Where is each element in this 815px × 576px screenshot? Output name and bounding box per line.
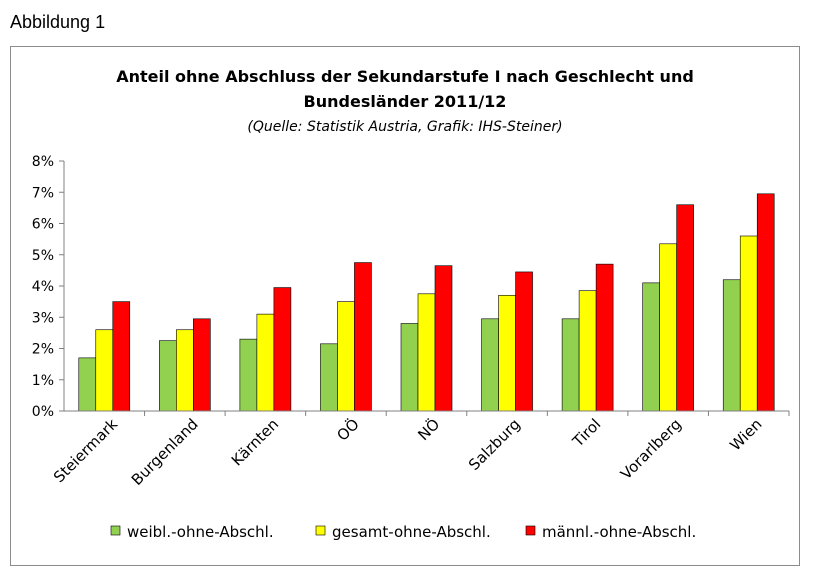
y-tick-label: 1% [32, 373, 54, 389]
bar [739, 235, 758, 412]
bar [239, 338, 258, 412]
bar [434, 265, 453, 412]
x-tick-label: Salzburg [465, 415, 524, 474]
x-tick-label: Vorarlberg [617, 415, 685, 483]
legend-label: gesamt-ohne-Abschl. [332, 523, 491, 541]
bar [417, 293, 436, 412]
bar [578, 290, 597, 412]
bar [561, 318, 580, 412]
chart-frame: Anteil ohne Abschluss der Sekundarstufe … [10, 46, 800, 566]
bar [256, 313, 275, 412]
bar [722, 279, 741, 412]
legend-swatch [525, 525, 536, 536]
bar [193, 318, 211, 412]
bar [498, 295, 516, 412]
legend-label: weibl.-ohne-Abschl. [127, 523, 274, 541]
y-axis: 0% 1% 2% 3% 4% 5% 6% 7% 8% [32, 154, 65, 420]
x-tick-label: Tirol [568, 415, 604, 451]
chart-subtitle: (Quelle: Statistik Austria, Grafik: IHS-… [247, 119, 562, 135]
bar [159, 340, 177, 412]
y-tick-label: 5% [32, 248, 54, 264]
legend-swatch [315, 525, 326, 536]
chart-title-line-2: Bundesländer 2011/12 [304, 92, 507, 111]
y-tick-label: 2% [32, 342, 54, 358]
bar [756, 193, 775, 412]
chart-title-line-1: Anteil ohne Abschluss der Sekundarstufe … [116, 67, 694, 86]
bar [515, 271, 533, 412]
bar [176, 329, 194, 412]
y-tick-label: 8% [32, 154, 54, 170]
x-tick-label: OÖ [333, 414, 363, 444]
y-tick-label: 4% [32, 279, 54, 295]
bar [273, 287, 292, 412]
bar [642, 282, 660, 412]
x-tick-label: NÖ [414, 414, 444, 444]
bar-chart: Anteil ohne Abschluss der Sekundarstufe … [32, 67, 790, 541]
bar [337, 301, 355, 412]
bar [78, 357, 97, 412]
legend-swatch [110, 525, 121, 536]
y-tick-label: 3% [32, 310, 54, 326]
bar [481, 318, 499, 412]
bars [78, 193, 775, 412]
bar [676, 204, 694, 412]
bar [659, 243, 677, 412]
x-tick-label: Wien [726, 415, 765, 454]
bar [354, 262, 372, 412]
x-tick-label: Steiermark [50, 415, 121, 486]
x-tick-label: Burgenland [128, 415, 202, 489]
x-tick-label: Kärnten [228, 415, 282, 469]
bar [112, 301, 131, 412]
y-tick-label: 0% [32, 404, 54, 420]
y-tick-label: 7% [32, 185, 54, 201]
bar [95, 329, 114, 412]
bar [320, 343, 338, 412]
x-axis: Steiermark Burgenland Kärnten OÖ NÖ Salzburg T… [50, 410, 790, 489]
legend: weibl.-ohne-Abschl. gesamt-ohne-Abschl. mä… [110, 523, 696, 541]
figure-label: Abbildung 1 [10, 12, 106, 32]
bar [400, 323, 419, 412]
legend-label: männl.-ohne-Abschl. [542, 523, 696, 541]
bar [595, 263, 614, 412]
y-tick-label: 6% [32, 217, 54, 233]
